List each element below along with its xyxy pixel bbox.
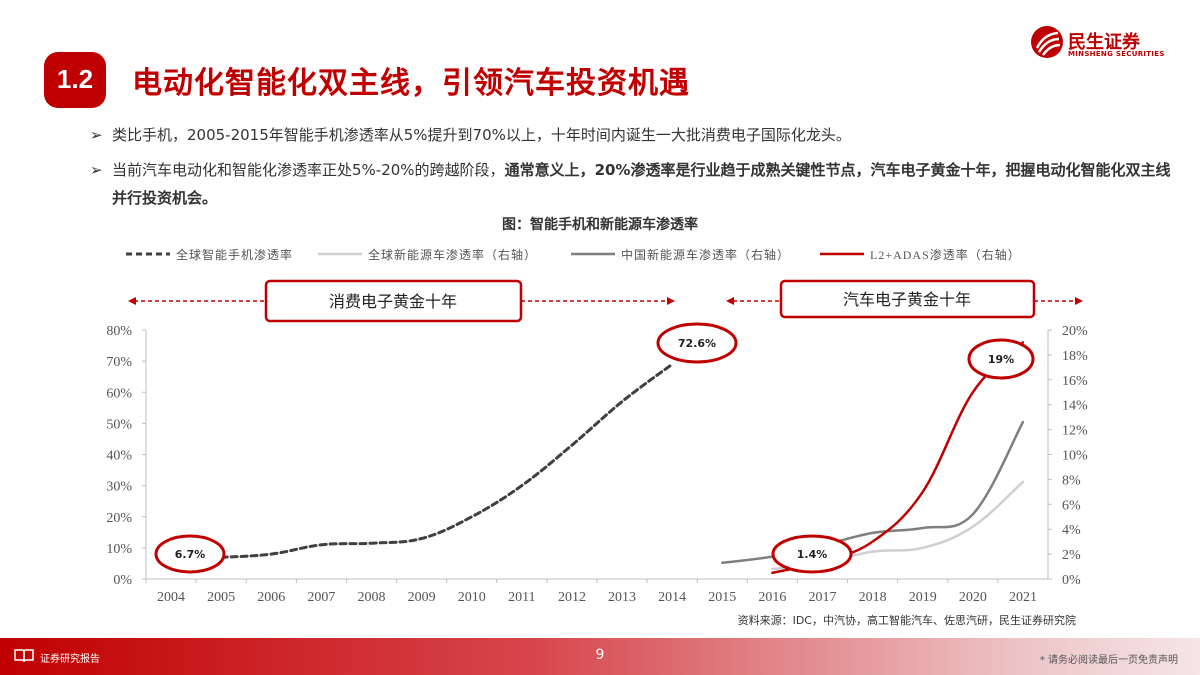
callout-adas-end-label: 19% — [988, 353, 1014, 366]
page-number: 9 — [595, 647, 605, 663]
y-left-tick-label: 20% — [106, 511, 132, 526]
footer-report-label: 证券研究报告 — [40, 654, 100, 665]
x-tick-label: 2006 — [257, 590, 285, 605]
bullet-2: ➢ 当前汽车电动化和智能化渗透率正处5%-20%的跨越阶段，通常意义上，20%渗… — [90, 156, 1172, 212]
era-right-label: 汽车电子黄金十年 — [843, 290, 971, 309]
section-number-badge: 1.2 — [42, 50, 108, 110]
y-right-tick-label: 2% — [1062, 548, 1081, 563]
x-tick-label: 2007 — [307, 590, 335, 605]
era-left-box — [264, 279, 523, 323]
chart-legend: 全球智能手机渗透率 全球新能源车渗透率（右轴） 中国新能源车渗透率（右轴） L2+AD… — [126, 247, 1021, 262]
y-right-tick-label: 8% — [1062, 473, 1081, 488]
callout-phone-end-label: 72.6% — [678, 337, 716, 350]
y-left-tick-label: 30% — [106, 480, 132, 495]
penetration-chart: 全球智能手机渗透率 全球新能源车渗透率（右轴） 中国新能源车渗透率（右轴） L2+AD… — [106, 247, 1088, 605]
legend-label-1: 全球智能手机渗透率 — [176, 247, 293, 262]
bullet-1-text: 类比手机，2005-2015年智能手机渗透率从5%提升到70%以上，十年时间内诞… — [90, 121, 1172, 149]
legend-label-2: 全球新能源车渗透率（右轴） — [368, 247, 537, 262]
y-left-tick-label: 60% — [106, 386, 132, 401]
x-tick-label: 2019 — [909, 590, 937, 605]
logo-name: 民生证券 — [1068, 32, 1140, 53]
callout-adas-start-ellipse — [771, 534, 853, 574]
y-right-tick-label: 16% — [1062, 374, 1088, 389]
chart-lines — [169, 341, 1025, 575]
bullet-2-part-2-bold: 通常意义上，20%渗透率是行业趋于成熟关键性节点，汽车电子黄金十年，把握电动化智… — [112, 161, 1171, 207]
x-tick-label: 2021 — [1009, 590, 1037, 605]
y-left-tick-label: 40% — [106, 449, 132, 464]
era-right-arrow-end — [1075, 297, 1083, 305]
bullet-arrow-icon: ➢ — [90, 126, 103, 144]
bullet-1-part-1: 类比手机，2005-2015年智能手机渗透率从5%提升到70%以上，十年时间内诞… — [112, 126, 851, 144]
x-tick-label: 2015 — [708, 590, 736, 605]
x-tick-label: 2005 — [207, 590, 235, 605]
era-right-arrow-start — [726, 297, 734, 305]
x-tick-label: 2016 — [758, 590, 786, 605]
x-tick-label: 2017 — [809, 590, 837, 605]
callout-phone-start-ellipse — [154, 534, 226, 574]
bullet-2-part-1: 当前汽车电动化和智能化渗透率正处5%-20%的跨越阶段， — [112, 161, 505, 179]
bullet-arrow-icon: ➢ — [90, 161, 103, 179]
y-left-tick-label: 0% — [113, 573, 132, 588]
bullet-1: ➢ 类比手机，2005-2015年智能手机渗透率从5%提升到70%以上，十年时间… — [90, 121, 1172, 149]
legend-label-3: 中国新能源车渗透率（右轴） — [621, 247, 790, 262]
y-right-tick-label: 20% — [1062, 324, 1088, 339]
x-tick-label: 2013 — [608, 590, 636, 605]
y-left-tick-label: 80% — [106, 324, 132, 339]
era-left-arrow-start — [128, 297, 136, 305]
y-left-tick-label: 10% — [106, 542, 132, 557]
logo-mark-icon — [1031, 26, 1063, 58]
chart-callouts: 6.7% 72.6% 1.4% 19% — [154, 322, 1035, 574]
callout-adas-start-label: 1.4% — [797, 548, 828, 561]
y-right-tick-label: 4% — [1062, 523, 1081, 538]
era-annotations: 消费电子黄金十年 汽车电子黄金十年 — [128, 279, 1083, 323]
legend-label-4: L2+ADAS渗透率（右轴） — [870, 247, 1021, 262]
x-tick-label: 2004 — [157, 590, 185, 605]
y-left-tick-label: 50% — [106, 417, 132, 432]
section-number: 1.2 — [56, 64, 94, 94]
callout-adas-end-ellipse — [967, 338, 1035, 380]
chart-axes: 0% 10% 20% 30% 40% 50% 60% 70% 80% 0% 2% 4% 6% 8% 10% 1… — [106, 324, 1088, 605]
brand-logo: 民生证券 MINSHENG SECURITIES — [1030, 24, 1170, 64]
footer-bar: 证券研究报告 9 * 请务必阅读最后一页免责声明 — [0, 638, 1200, 675]
y-right-tick-label: 18% — [1062, 349, 1088, 364]
bullet-2-text: 当前汽车电动化和智能化渗透率正处5%-20%的跨越阶段，通常意义上，20%渗透率… — [90, 156, 1172, 212]
y-right-tick-label: 6% — [1062, 498, 1081, 513]
y-right-tick-label: 14% — [1062, 399, 1088, 414]
era-left-arrow-end — [667, 297, 675, 305]
x-tick-label: 2018 — [859, 590, 887, 605]
y-right-tick-label: 10% — [1062, 449, 1088, 464]
page-title: 电动化智能化双主线，引领汽车投资机遇 — [132, 66, 690, 101]
series-line-1 — [169, 362, 674, 560]
disclaimer-note: * 请务必阅读最后一页免责声明 — [1039, 655, 1178, 666]
callout-phone-end-ellipse — [656, 322, 738, 364]
y-right-tick-label: 0% — [1062, 573, 1081, 588]
y-right-tick-label: 12% — [1062, 424, 1088, 439]
x-tick-label: 2020 — [959, 590, 987, 605]
x-tick-label: 2010 — [458, 590, 486, 605]
era-right-box — [779, 279, 1036, 319]
figure-title: 图：智能手机和新能源车渗透率 — [502, 217, 698, 233]
logo-subtitle: MINSHENG SECURITIES — [1068, 50, 1165, 58]
era-left-label: 消费电子黄金十年 — [329, 292, 457, 311]
data-source: 资料来源：IDC，中汽协，高工智能汽车、佐思汽研，民生证券研究院 — [737, 614, 1076, 627]
x-tick-label: 2012 — [558, 590, 586, 605]
x-tick-label: 2014 — [658, 590, 686, 605]
y-left-tick-label: 70% — [106, 355, 132, 370]
callout-phone-start-label: 6.7% — [175, 548, 206, 561]
book-icon — [14, 649, 34, 663]
x-tick-label: 2011 — [508, 590, 535, 605]
x-tick-label: 2008 — [358, 590, 386, 605]
x-tick-label: 2009 — [408, 590, 436, 605]
